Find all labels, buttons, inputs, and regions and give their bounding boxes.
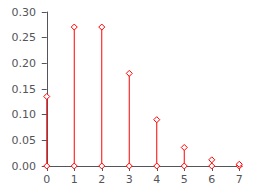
svg-text:7: 7 — [236, 173, 243, 186]
svg-text:1: 1 — [71, 173, 78, 186]
svg-text:0.05: 0.05 — [12, 134, 37, 147]
svg-text:0.15: 0.15 — [12, 83, 37, 96]
svg-text:2: 2 — [98, 173, 105, 186]
svg-text:0.20: 0.20 — [12, 57, 37, 70]
svg-text:4: 4 — [153, 173, 160, 186]
svg-text:3: 3 — [126, 173, 133, 186]
svg-text:0.25: 0.25 — [12, 31, 37, 44]
svg-text:0.30: 0.30 — [12, 6, 37, 19]
svg-text:6: 6 — [208, 173, 215, 186]
svg-text:0: 0 — [43, 173, 50, 186]
svg-text:5: 5 — [181, 173, 188, 186]
svg-text:0.10: 0.10 — [12, 108, 37, 121]
svg-text:0.00: 0.00 — [12, 160, 37, 173]
